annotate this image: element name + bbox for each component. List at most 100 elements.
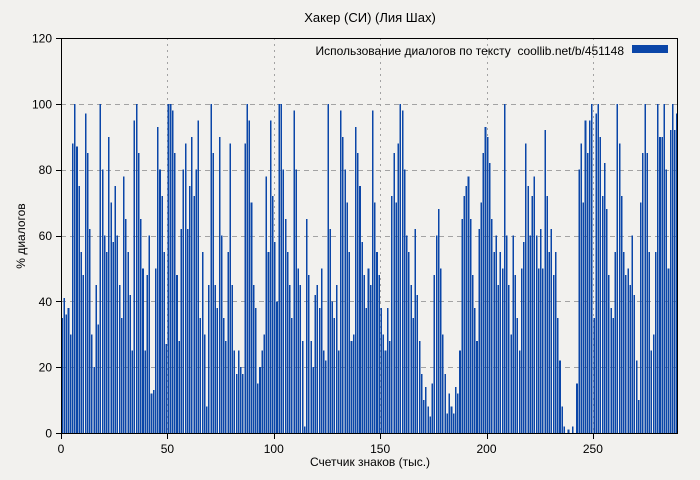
bar [189, 186, 191, 434]
bar [150, 393, 153, 433]
bar [371, 110, 374, 434]
bar [65, 314, 68, 433]
bar [542, 268, 544, 433]
bar [554, 251, 557, 433]
legend-swatch [632, 45, 668, 53]
bars-group [61, 103, 678, 434]
bar [265, 176, 268, 433]
bar [612, 317, 614, 433]
y-tick-label: 60 [39, 229, 53, 243]
bar [652, 334, 655, 433]
bar [608, 275, 610, 433]
bar [252, 284, 255, 434]
bar [644, 103, 646, 433]
bar [518, 350, 521, 433]
bar [286, 251, 289, 433]
bar [86, 153, 89, 433]
bar [314, 294, 317, 433]
bar [374, 202, 376, 433]
bar [295, 169, 297, 434]
bar [323, 350, 325, 433]
bar [259, 367, 261, 433]
bar [214, 284, 217, 434]
y-tick-label: 100 [32, 97, 52, 111]
bar [154, 268, 157, 433]
bar [491, 219, 493, 433]
bar [201, 251, 204, 433]
bar [637, 400, 640, 433]
bar [488, 163, 491, 433]
bar [127, 251, 129, 433]
y-tick-label: 80 [39, 163, 53, 177]
bar [237, 350, 240, 433]
x-tick-label: 100 [264, 442, 284, 456]
bar [525, 143, 527, 433]
bar [435, 235, 438, 433]
bar [159, 169, 161, 434]
bar [101, 169, 104, 434]
bar [669, 130, 672, 434]
bar [550, 228, 553, 433]
bar [212, 153, 214, 433]
bar [342, 136, 344, 433]
bar [663, 103, 666, 433]
bar [289, 284, 291, 434]
bar [152, 390, 155, 433]
bar [348, 251, 351, 433]
bar [627, 268, 629, 433]
bar [450, 406, 453, 433]
x-tick-label: 50 [161, 442, 175, 456]
bar [171, 110, 174, 434]
bar [427, 406, 429, 433]
bar [484, 126, 487, 434]
bar [218, 136, 221, 433]
bar [148, 235, 151, 433]
bar [552, 275, 555, 433]
bar [69, 334, 72, 433]
bar [563, 426, 566, 433]
bar [471, 275, 474, 433]
bar [280, 103, 283, 433]
bar [325, 360, 327, 433]
bar [131, 350, 134, 433]
bar [384, 350, 387, 433]
y-tick-label: 0 [45, 427, 52, 441]
bar [114, 186, 117, 434]
bar [186, 228, 189, 433]
bar [661, 136, 663, 433]
bar [178, 340, 180, 433]
bar [623, 251, 625, 433]
bar [250, 202, 253, 433]
bar [416, 294, 419, 433]
bar [110, 202, 112, 433]
bar [676, 113, 678, 434]
bar [588, 120, 591, 433]
bar [595, 113, 597, 434]
bar [618, 143, 621, 433]
bar [408, 251, 410, 433]
bar [559, 360, 561, 433]
bar [531, 196, 534, 433]
bar [225, 340, 227, 433]
bar [548, 251, 551, 433]
y-tick-label: 20 [39, 361, 53, 375]
bar [465, 186, 468, 434]
bar [161, 196, 163, 433]
bar [129, 294, 131, 433]
bar [106, 251, 108, 433]
bar [254, 307, 257, 433]
bar [369, 284, 372, 434]
bar [631, 235, 634, 433]
ticks-group [56, 38, 594, 439]
bar [89, 228, 91, 433]
bar [576, 383, 578, 434]
bar [191, 136, 193, 433]
bar [233, 350, 236, 433]
bar [444, 373, 446, 433]
bar [163, 251, 166, 433]
bar [654, 251, 657, 433]
bar [112, 242, 114, 433]
bar [267, 251, 270, 433]
bar [133, 120, 136, 433]
bar [442, 334, 444, 433]
